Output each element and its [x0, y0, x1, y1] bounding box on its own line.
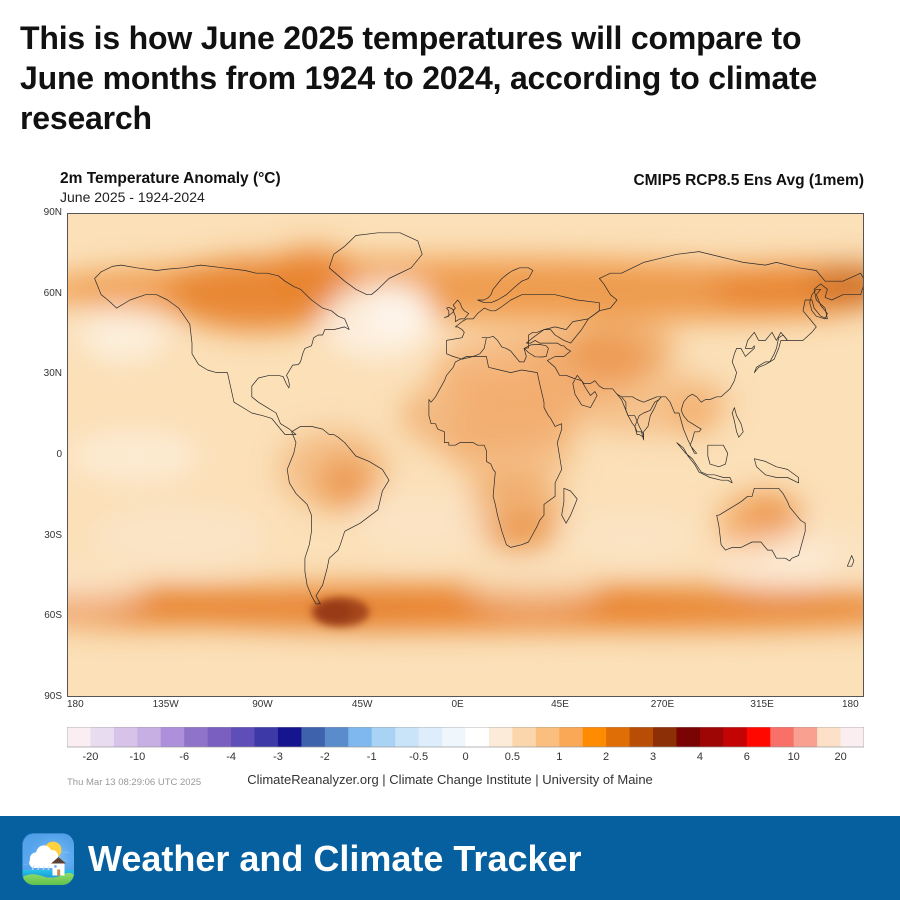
svg-text:6: 6	[744, 751, 750, 763]
svg-text:-2: -2	[320, 751, 330, 763]
svg-text:2: 2	[603, 751, 609, 763]
svg-text:10: 10	[788, 751, 800, 763]
svg-text:20: 20	[834, 751, 846, 763]
svg-text:-6: -6	[179, 751, 189, 763]
svg-text:4: 4	[697, 751, 703, 763]
svg-text:-4: -4	[226, 751, 236, 763]
svg-text:3: 3	[650, 751, 656, 763]
svg-text:0.5: 0.5	[505, 751, 520, 763]
svg-text:-0.5: -0.5	[409, 751, 428, 763]
svg-text:-20: -20	[82, 751, 98, 763]
svg-text:0: 0	[462, 751, 468, 763]
svg-text:-10: -10	[129, 751, 145, 763]
svg-text:-1: -1	[367, 751, 377, 763]
svg-text:1: 1	[556, 751, 562, 763]
svg-text:-3: -3	[273, 751, 283, 763]
